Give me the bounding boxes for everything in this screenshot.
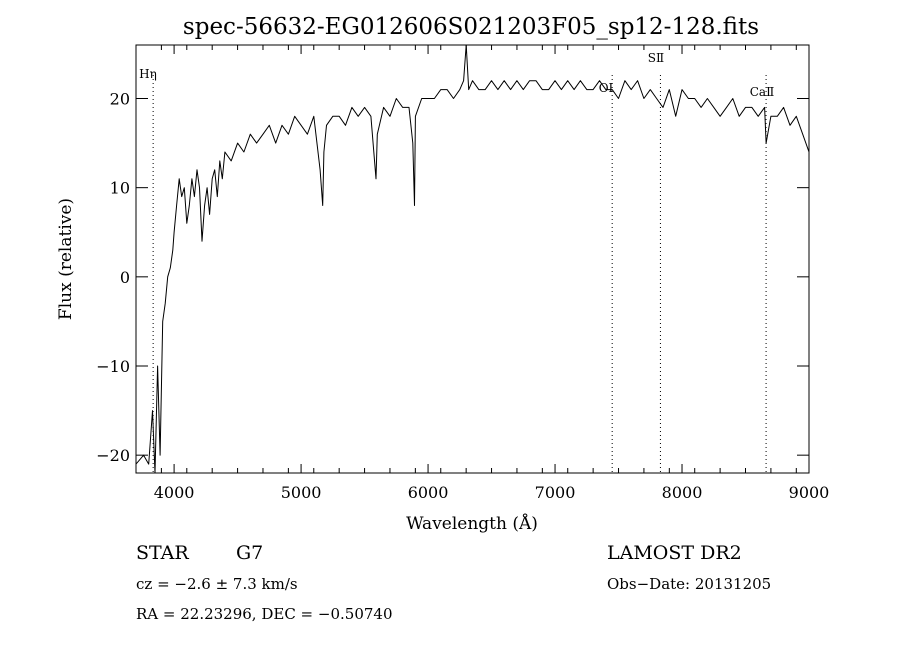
y-axis-label: Flux (relative) [56, 198, 76, 320]
x-tick-label-5: 9000 [789, 483, 830, 502]
y-tick-label-1: −10 [96, 357, 130, 376]
x-axis-label: Wavelength (Å) [406, 513, 538, 534]
survey-name: LAMOST DR2 [607, 542, 742, 564]
line-marker-label-2: SⅡ [648, 51, 664, 65]
object-subclass: G7 [236, 542, 263, 564]
x-tick-label-4: 8000 [662, 483, 703, 502]
axis-ticks: 4000 5000 6000 7000 8000 9000 −20 −10 0 10 20 [96, 45, 829, 502]
y-tick-label-3: 10 [110, 179, 130, 198]
object-type: STAR [136, 542, 189, 564]
chart-title: spec-56632-EG012606S021203F05_sp12-128.f… [183, 14, 759, 40]
x-tick-label-2: 6000 [408, 483, 449, 502]
plot-frame [135, 44, 810, 474]
y-tick-label-4: 20 [110, 90, 130, 109]
x-tick-label-3: 7000 [535, 483, 576, 502]
spectrum-line-0 [136, 45, 809, 473]
x-tick-label-1: 5000 [281, 483, 322, 502]
y-tick-label-2: 0 [120, 268, 130, 287]
series-group [136, 45, 809, 473]
y-tick-label-0: −20 [96, 446, 130, 465]
x-tick-label-0: 4000 [154, 483, 195, 502]
coordinates: RA = 22.23296, DEC = −0.50740 [136, 605, 393, 623]
line-marker-label-3: CaⅡ [750, 85, 775, 99]
line-marker-label-0: Hη [139, 67, 157, 81]
redshift-info: cz = −2.6 ± 7.3 km/s [136, 575, 298, 593]
observation-date: Obs−Date: 20131205 [607, 575, 771, 593]
